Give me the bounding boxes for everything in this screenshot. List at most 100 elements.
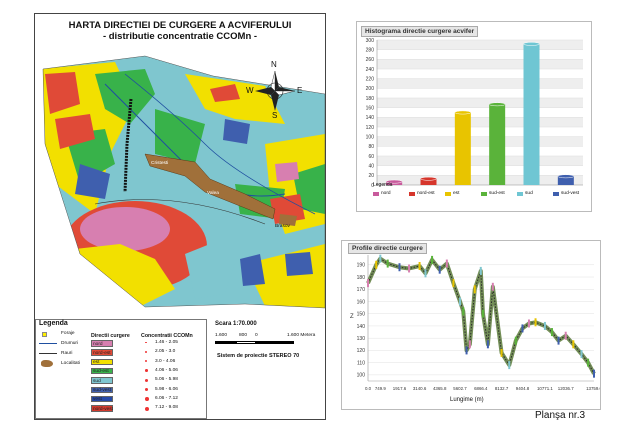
direction-label: vest [93, 397, 102, 403]
profile-point [521, 324, 524, 333]
profile-point [491, 282, 494, 291]
y-tick-label: 200 [366, 86, 375, 92]
x-tick-label: 6866.4 [474, 386, 488, 391]
place-label: Cristesti [151, 161, 169, 166]
profile-point [514, 336, 517, 345]
histogram-panel: 0 20 40 60 80 100 120 140 160 180 200 220 240 260 280 3… [356, 21, 592, 212]
histogram-bar-cap [557, 174, 575, 179]
direction-swatch: nord-est [91, 349, 113, 356]
x-tick-label: 9404.8 [516, 386, 530, 391]
profile-point [408, 264, 411, 273]
concentration-label: 7.12 - 9.08 [155, 405, 178, 411]
grid-band [377, 175, 583, 185]
profile-point [424, 269, 427, 278]
scale-tick: 1.600 Metera [287, 333, 316, 338]
x-tick-label: 4365.8 [433, 386, 447, 391]
profile-point [580, 350, 583, 359]
x-tick-label: 8132.7 [495, 386, 509, 391]
legend-symbol-label: Rauri [61, 351, 73, 356]
place-label: Valea [207, 191, 219, 196]
scale-tick: 800 [239, 333, 248, 338]
histogram-legend-swatch [553, 192, 559, 196]
y-tick-label: 120 [357, 348, 366, 354]
y-tick-label: 0 [371, 183, 374, 189]
compass-west: W [246, 86, 254, 95]
profile-point [564, 331, 567, 340]
y-tick-label: 240 [366, 67, 375, 73]
profile-chart: 100 110 120 130 140 150 160 170 180 190 Z 0.0 749.9 1… [350, 254, 600, 391]
road-line-icon [39, 343, 57, 344]
direction-header: Directii curgere [91, 333, 130, 339]
histogram-bar [420, 178, 437, 185]
concentration-label: 5.06 - 5.98 [155, 377, 178, 383]
river-line-icon [39, 353, 57, 354]
x-tick-label: 10771.1 [537, 386, 553, 391]
profile-point [462, 307, 465, 316]
concentration-dot-icon [145, 369, 148, 373]
histogram-legend-swatch [517, 192, 523, 196]
direction-label: sud-est [93, 369, 109, 375]
legend-frame [35, 319, 207, 419]
legend-symbol-label: Localitati [61, 361, 80, 366]
projection-label: Sistem de proiectie STEREO 70 [217, 353, 300, 359]
map-legend: Legenda Foraje Drumuri Rauri Localitati … [35, 319, 323, 419]
scale-bar: 1.600 800 0 1.600 Metera [215, 333, 315, 353]
concentration-label: 3.0 - 4.06 [155, 358, 176, 364]
y-tick-label: 130 [357, 336, 366, 342]
profile-point [550, 328, 553, 337]
histogram-bar [523, 43, 540, 185]
y-tick-label: 40 [368, 163, 374, 169]
concentration-label: 1.46 - 2.05 [155, 340, 178, 345]
histogram-bar-cap [488, 102, 506, 107]
profile-line [367, 257, 595, 374]
profile-point [486, 340, 489, 349]
histogram-legend: nord nord-est est sud-est sud sud-vest [373, 191, 588, 201]
histogram-bar [454, 112, 471, 185]
histogram-title: Histograma directie curgere acvifer [361, 26, 479, 37]
profile-point [367, 279, 369, 288]
y-tick-label: 120 [366, 125, 375, 131]
profile-point [375, 260, 378, 269]
direction-swatch: sud-est [91, 367, 113, 375]
concentration-header: Concentratii CCOMn [141, 333, 193, 339]
histogram-bar-cap [454, 110, 472, 115]
y-tick-label: 170 [357, 287, 366, 293]
scale-label: Scara 1:70.000 [215, 321, 257, 327]
histogram-bar-cap [385, 179, 403, 184]
profile-point [459, 297, 462, 306]
direction-swatch: sud-vest [91, 386, 113, 393]
profile-point [465, 346, 468, 355]
y-tick-label: 190 [357, 263, 366, 269]
y-tick-label: 220 [366, 76, 375, 82]
concentration-dot-icon [145, 378, 148, 382]
x-tick-label: 5602.7 [453, 386, 467, 391]
histogram-legend-label: nord [381, 191, 391, 196]
y-tick-label: 260 [366, 57, 375, 63]
direction-label: sud-vest [93, 388, 112, 393]
profile-point [452, 279, 455, 288]
profile-point [587, 358, 590, 367]
concentration-list: 1.46 - 2.05 2.05 - 3.0 3.0 - 4.06 4.06 - 5.… [141, 340, 201, 416]
profile-point [481, 309, 484, 318]
direction-label: est [93, 360, 100, 366]
histogram-legend-label: sud-vest [561, 191, 580, 196]
concentration-label: 6.06 - 7.12 [155, 395, 178, 401]
histogram-legend-swatch [409, 192, 415, 196]
profile-point [500, 348, 503, 357]
scale-segment [256, 341, 294, 344]
grid-band [377, 117, 583, 127]
map-title-line1: HARTA DIRECTIEI DE CURGERE A ACVIFERULUI [68, 20, 292, 31]
grid-band [377, 78, 583, 89]
concentration-dot-icon [145, 360, 148, 363]
plate-number: Planşa nr.3 [535, 410, 586, 421]
compass-north: N [271, 60, 277, 69]
y-tick-label: 20 [368, 173, 374, 179]
concentration-dot-icon [145, 341, 147, 344]
profile-point [398, 263, 401, 272]
map-title: HARTA DIRECTIEI DE CURGERE A ACVIFERULUI… [35, 20, 325, 42]
profile-point [438, 265, 441, 274]
y-tick-label: 280 [366, 47, 375, 53]
direction-swatch: nord [91, 340, 113, 347]
legend-symbol-label: Drumuri [61, 341, 79, 346]
x-tick-label: 1917.6 [393, 386, 407, 391]
